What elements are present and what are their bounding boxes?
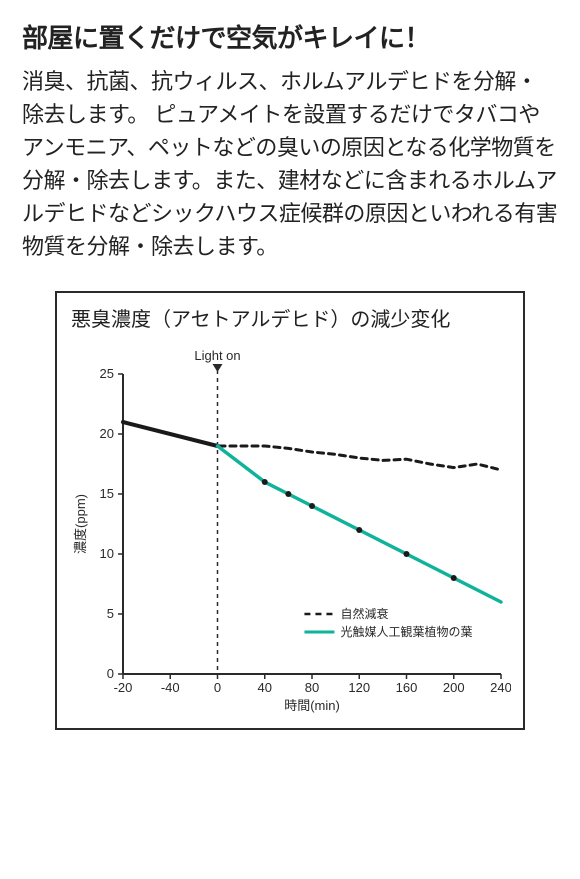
y-axis-label: 濃度(ppm) [73, 494, 88, 554]
x-tick-label: 40 [258, 680, 272, 695]
headline: 部屋に置くだけで空気がキレイに！ [22, 18, 558, 55]
x-tick-label: 200 [443, 680, 465, 695]
legend-label-photocatalyst: 光触媒人工観葉植物の葉 [340, 624, 472, 639]
light-on-label: Light on [194, 348, 240, 363]
x-tick-label: 240 [490, 680, 511, 695]
x-axis-label: 時間(min) [284, 698, 340, 713]
x-tick-label: 160 [396, 680, 418, 695]
body-text: 消臭、抗菌、抗ウィルス、ホルムアルデヒドを分解・除去します。 ピュアメイトを設置… [22, 65, 558, 263]
y-tick-label: 20 [100, 426, 114, 441]
legend-label-natural: 自然減衰 [340, 606, 388, 621]
y-tick-label: 10 [100, 546, 114, 561]
x-tick-label: 0 [214, 680, 221, 695]
x-tick-label: 80 [305, 680, 319, 695]
line-chart: 0 5 10 15 20 25 -20 -40 0 40 80 120 160 200 240 Light o… [71, 338, 511, 718]
y-tick-label: 0 [107, 666, 114, 681]
y-tick-label: 25 [100, 366, 114, 381]
y-tick-label: 15 [100, 486, 114, 501]
x-tick-label: 120 [348, 680, 370, 695]
x-tick-label: -20 [114, 680, 133, 695]
x-tick-label: -40 [161, 680, 180, 695]
chart-container: 悪臭濃度（アセトアルデヒド）の減少変化 0 5 10 15 20 25 -20 -40 0 40 8… [55, 291, 525, 730]
y-tick-label: 5 [107, 606, 114, 621]
chart-title: 悪臭濃度（アセトアルデヒド）の減少変化 [71, 307, 509, 334]
